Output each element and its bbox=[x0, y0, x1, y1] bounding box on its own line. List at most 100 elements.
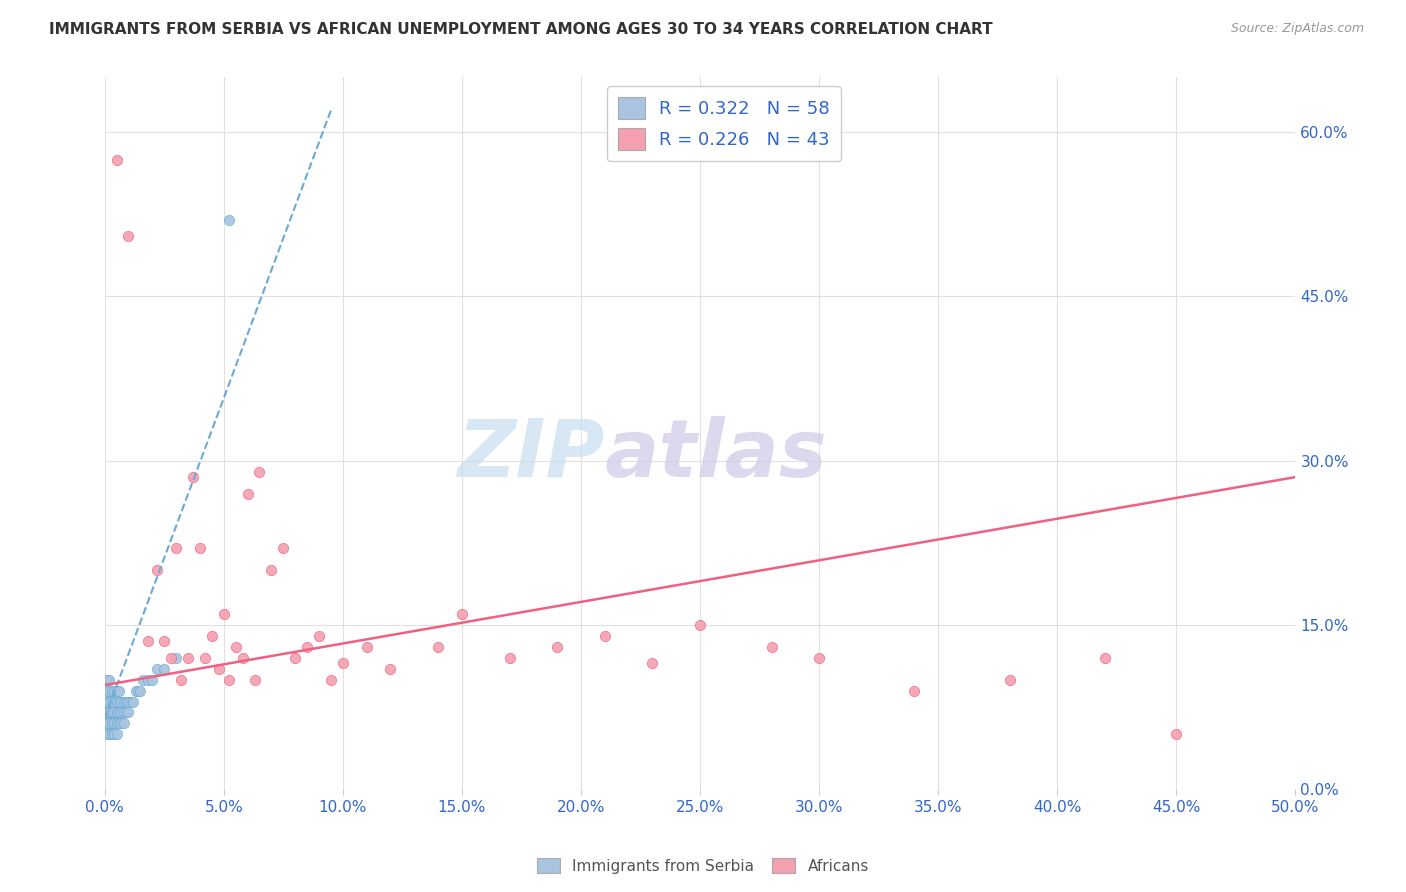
Point bbox=[103, 683, 125, 698]
Point bbox=[689, 618, 711, 632]
Point bbox=[153, 634, 176, 648]
Point bbox=[105, 727, 128, 741]
Point bbox=[356, 640, 378, 654]
Legend: Immigrants from Serbia, Africans: Immigrants from Serbia, Africans bbox=[531, 852, 875, 880]
Point bbox=[380, 662, 402, 676]
Point bbox=[103, 694, 125, 708]
Point bbox=[153, 662, 176, 676]
Point bbox=[98, 683, 121, 698]
Point bbox=[117, 706, 139, 720]
Point bbox=[103, 727, 125, 741]
Point bbox=[998, 673, 1021, 687]
Point bbox=[103, 706, 125, 720]
Point bbox=[141, 673, 163, 687]
Point bbox=[181, 470, 204, 484]
Point bbox=[96, 694, 118, 708]
Point bbox=[98, 716, 121, 731]
Point bbox=[451, 607, 474, 621]
Point bbox=[110, 694, 132, 708]
Point bbox=[108, 706, 131, 720]
Point bbox=[136, 673, 159, 687]
Point bbox=[260, 563, 283, 577]
Point bbox=[105, 694, 128, 708]
Point bbox=[112, 706, 135, 720]
Point bbox=[98, 706, 121, 720]
Point bbox=[808, 650, 831, 665]
Point bbox=[218, 212, 240, 227]
Point bbox=[127, 683, 149, 698]
Point bbox=[177, 650, 200, 665]
Point bbox=[146, 563, 169, 577]
Point bbox=[98, 694, 121, 708]
Point bbox=[218, 673, 240, 687]
Point bbox=[98, 706, 121, 720]
Point bbox=[170, 673, 193, 687]
Point bbox=[146, 662, 169, 676]
Point bbox=[1094, 650, 1116, 665]
Point bbox=[212, 607, 235, 621]
Point bbox=[101, 694, 124, 708]
Point bbox=[225, 640, 247, 654]
Point bbox=[124, 683, 146, 698]
Point bbox=[112, 694, 135, 708]
Point bbox=[96, 706, 118, 720]
Point bbox=[194, 650, 217, 665]
Point bbox=[165, 541, 187, 556]
Point bbox=[308, 629, 330, 643]
Point bbox=[96, 706, 118, 720]
Point bbox=[117, 694, 139, 708]
Text: IMMIGRANTS FROM SERBIA VS AFRICAN UNEMPLOYMENT AMONG AGES 30 TO 34 YEARS CORRELA: IMMIGRANTS FROM SERBIA VS AFRICAN UNEMPL… bbox=[49, 22, 993, 37]
Point bbox=[108, 683, 131, 698]
Point bbox=[295, 640, 318, 654]
Point bbox=[105, 706, 128, 720]
Point bbox=[498, 650, 520, 665]
Point bbox=[96, 694, 118, 708]
Point bbox=[115, 706, 138, 720]
Point bbox=[332, 657, 354, 671]
Point bbox=[98, 727, 121, 741]
Point bbox=[105, 153, 128, 167]
Point bbox=[249, 465, 271, 479]
Point bbox=[546, 640, 568, 654]
Point bbox=[165, 650, 187, 665]
Point bbox=[188, 541, 211, 556]
Legend: R = 0.322   N = 58, R = 0.226   N = 43: R = 0.322 N = 58, R = 0.226 N = 43 bbox=[607, 87, 841, 161]
Point bbox=[1166, 727, 1188, 741]
Point bbox=[110, 716, 132, 731]
Point bbox=[96, 673, 118, 687]
Point bbox=[117, 229, 139, 244]
Point bbox=[108, 694, 131, 708]
Point bbox=[641, 657, 664, 671]
Point bbox=[101, 706, 124, 720]
Point bbox=[243, 673, 266, 687]
Point bbox=[427, 640, 450, 654]
Point bbox=[232, 650, 254, 665]
Point bbox=[105, 716, 128, 731]
Point bbox=[284, 650, 307, 665]
Text: atlas: atlas bbox=[605, 416, 828, 493]
Point bbox=[761, 640, 783, 654]
Point bbox=[201, 629, 224, 643]
Point bbox=[208, 662, 231, 676]
Point bbox=[903, 683, 925, 698]
Point bbox=[129, 683, 152, 698]
Text: ZIP: ZIP bbox=[457, 416, 605, 493]
Point bbox=[115, 694, 138, 708]
Point bbox=[96, 727, 118, 741]
Point bbox=[319, 673, 342, 687]
Point bbox=[101, 706, 124, 720]
Point bbox=[112, 716, 135, 731]
Point bbox=[105, 683, 128, 698]
Point bbox=[101, 727, 124, 741]
Point bbox=[103, 716, 125, 731]
Point bbox=[120, 694, 142, 708]
Point bbox=[136, 634, 159, 648]
Point bbox=[110, 706, 132, 720]
Point bbox=[96, 683, 118, 698]
Point bbox=[98, 673, 121, 687]
Point bbox=[96, 716, 118, 731]
Point bbox=[160, 650, 183, 665]
Point bbox=[593, 629, 616, 643]
Point bbox=[132, 673, 155, 687]
Text: Source: ZipAtlas.com: Source: ZipAtlas.com bbox=[1230, 22, 1364, 36]
